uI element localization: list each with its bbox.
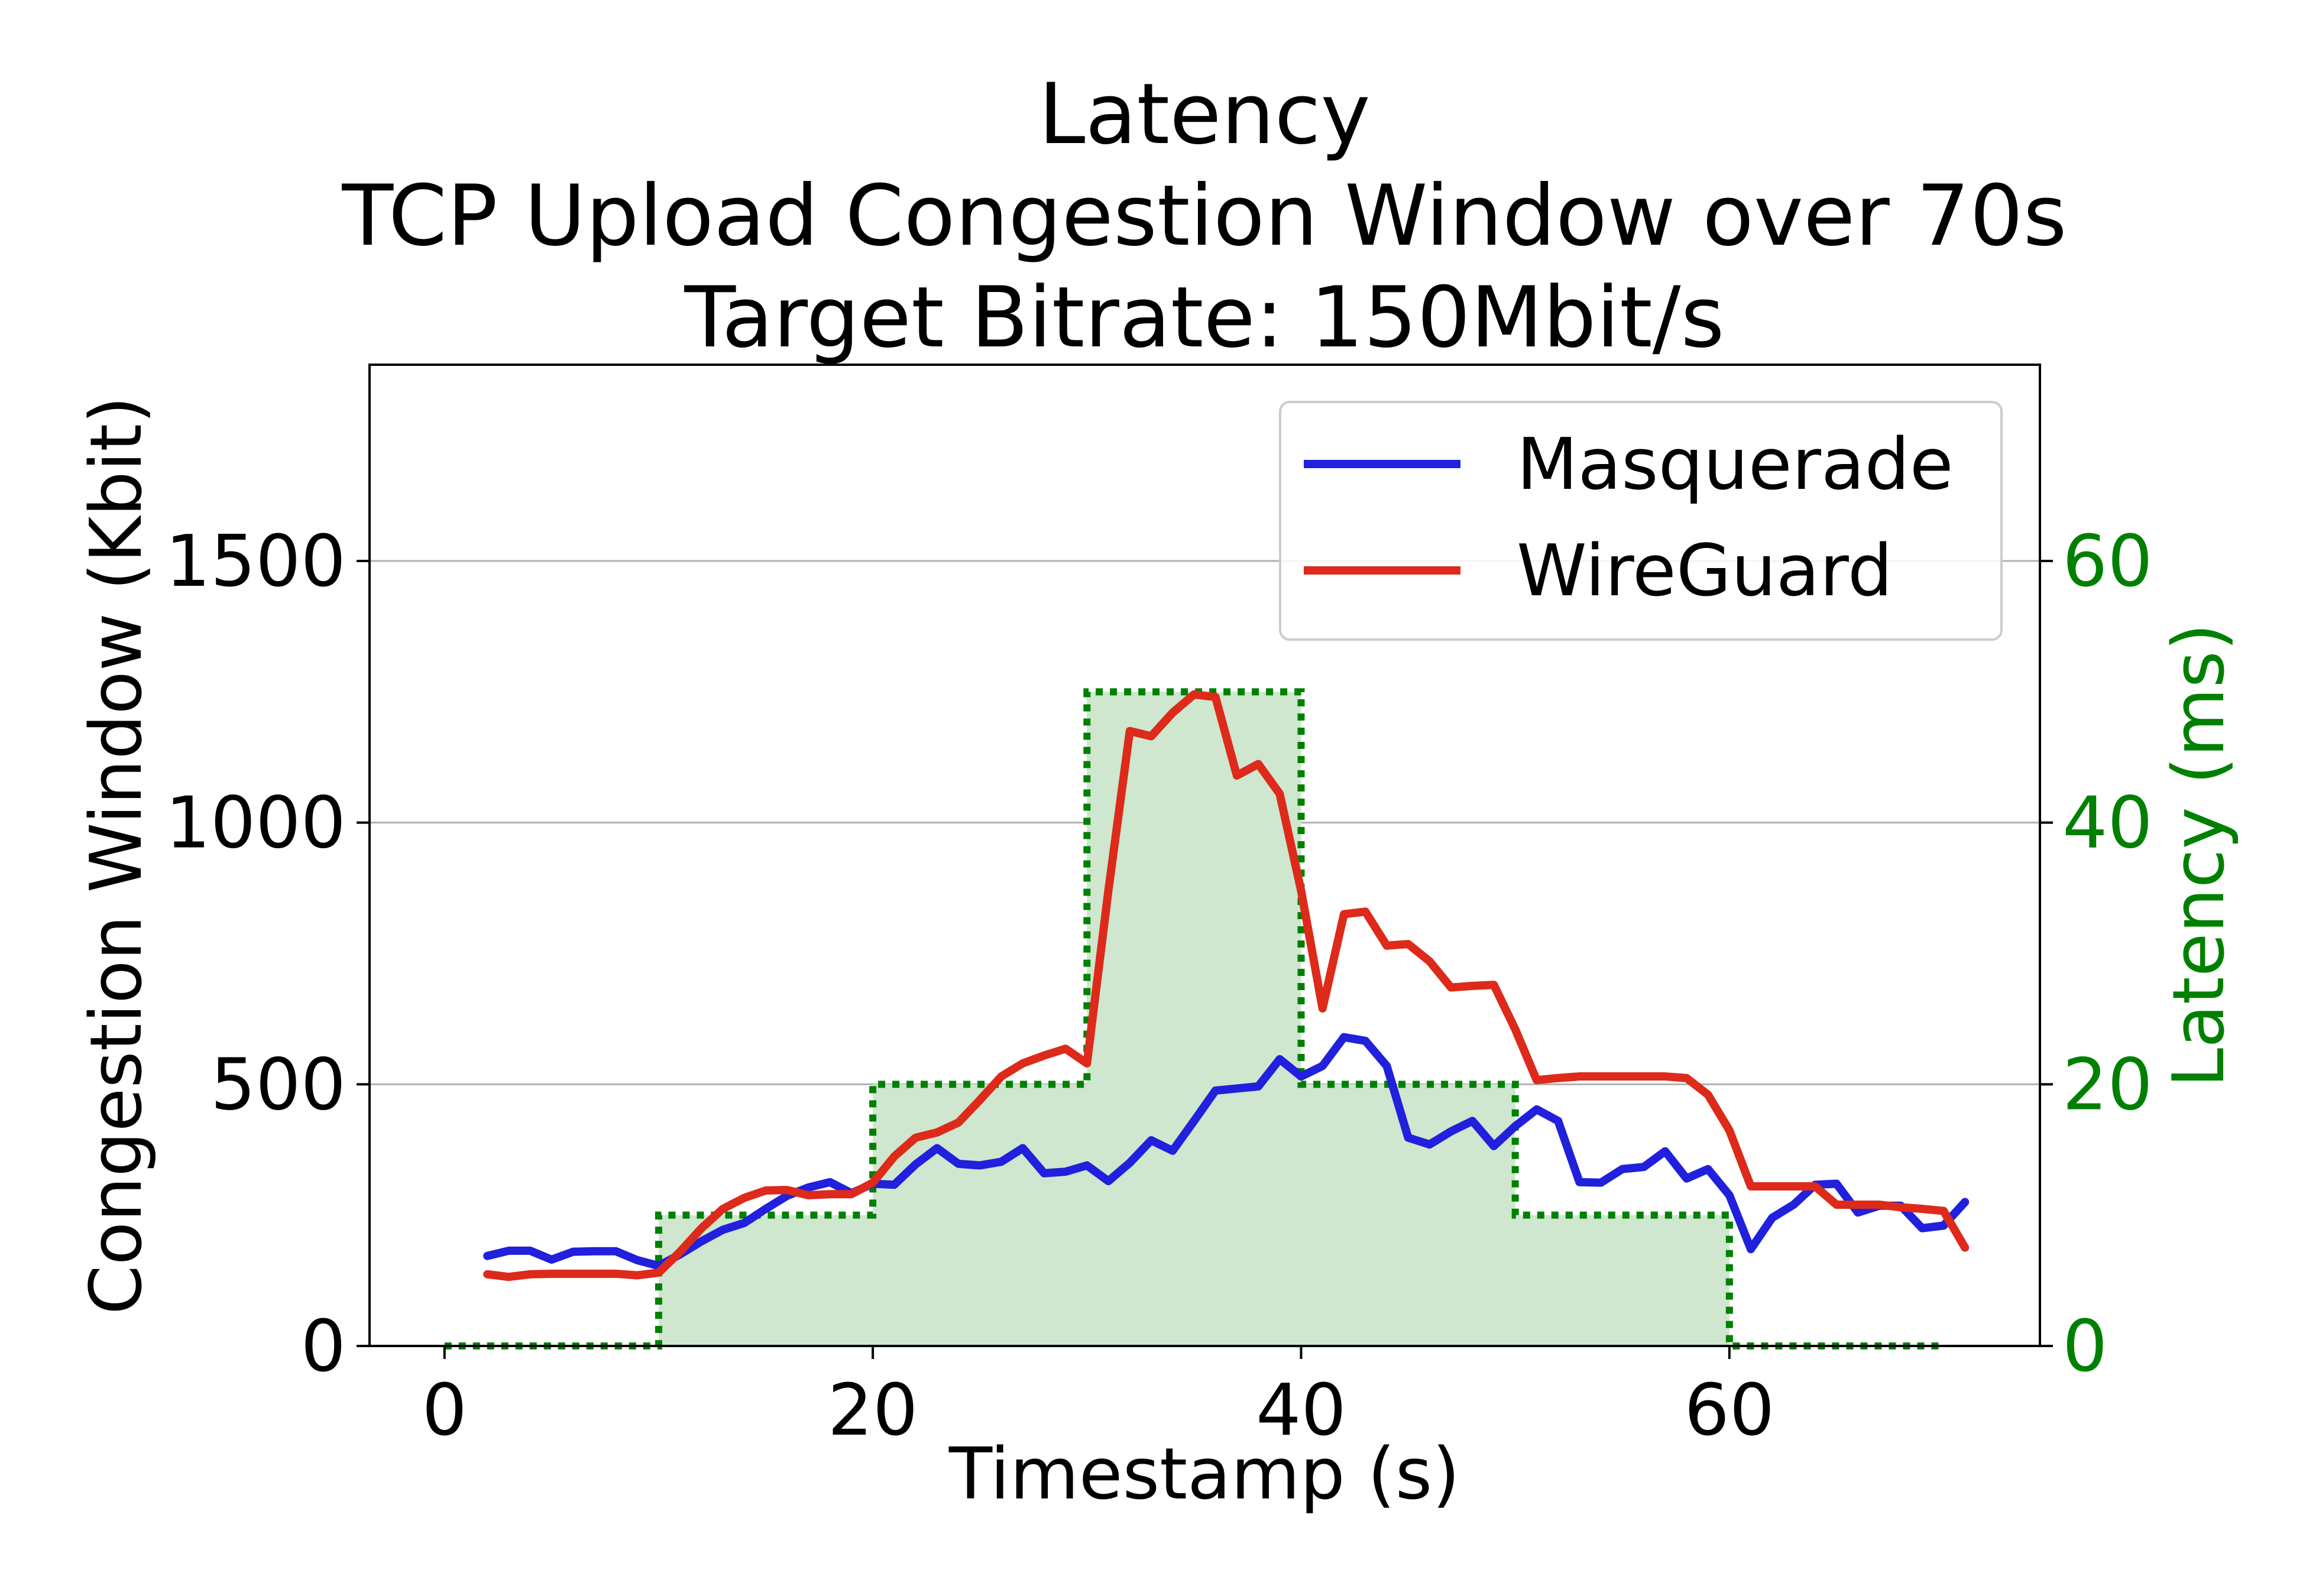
series-lines <box>483 690 1970 1282</box>
series-line-masquerade <box>483 1033 1970 1270</box>
latency-fill <box>444 692 1944 1346</box>
y-tick-label: 1500 <box>166 521 346 603</box>
plot-frame <box>368 364 2041 1347</box>
x-tick-label: 40 <box>1256 1370 1346 1452</box>
x-tick-label: 20 <box>828 1370 918 1452</box>
y2-tick-label: 0 <box>2062 1306 2107 1388</box>
chart-title-line: Target Bitrate: 150Mbit/s <box>684 269 1724 366</box>
series-line-wireguard <box>483 690 1970 1282</box>
y2-tick-label: 20 <box>2062 1044 2153 1126</box>
y2-tick-label: 60 <box>2062 521 2153 603</box>
y-axis-left: 0 500 1000 1500 <box>166 521 370 1388</box>
y-axis-label: Congestion Window (Kbit) <box>76 396 158 1315</box>
y2-axis-label: Latency (ms) <box>2158 623 2240 1088</box>
legend-label: Masquerade <box>1517 424 1954 506</box>
legend: Masquerade WireGuard <box>1279 401 2003 641</box>
x-axis: 0 20 40 60 <box>422 1346 1774 1452</box>
chart-title-line: TCP Upload Congestion Window over 70s <box>341 167 2067 265</box>
latency-area <box>444 688 1944 1350</box>
chart-title-line: Latency <box>1038 66 1370 163</box>
latency-line <box>444 688 1944 1350</box>
y-tick-label: 0 <box>301 1306 346 1388</box>
x-axis-label: Timestamp (s) <box>948 1433 1460 1516</box>
y2-tick-label: 40 <box>2062 783 2153 865</box>
x-tick-label: 60 <box>1684 1370 1774 1452</box>
y-axis-right: 0 20 40 60 <box>2040 521 2153 1388</box>
y-tick-label: 500 <box>210 1044 346 1126</box>
legend-label: WireGuard <box>1517 530 1893 612</box>
y-tick-label: 1000 <box>166 783 346 865</box>
x-tick-label: 0 <box>422 1370 467 1452</box>
